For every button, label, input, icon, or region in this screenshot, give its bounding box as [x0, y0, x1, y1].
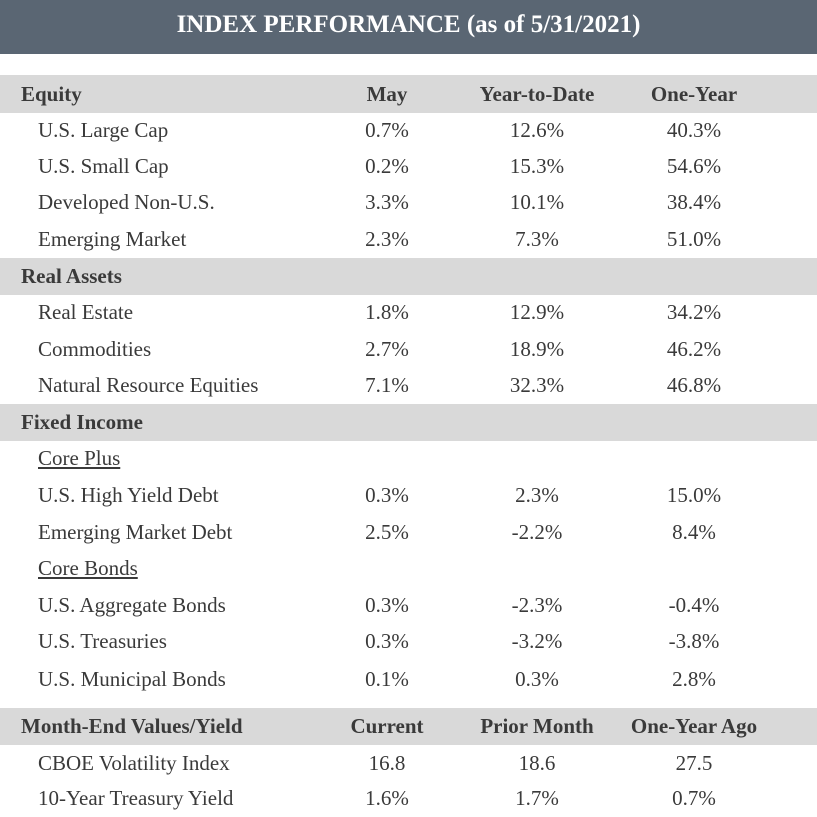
value-ytd: -2.3%: [511, 593, 563, 617]
value-may: 0.1%: [365, 667, 409, 691]
table-row: Emerging Market 2.3% 7.3% 51.0%: [0, 221, 817, 257]
value-one-year: 46.8%: [666, 373, 722, 397]
table-title: INDEX PERFORMANCE (as of 5/31/2021): [0, 0, 817, 54]
table-row: CBOE Volatility Index 16.8 18.6 27.5: [0, 745, 817, 781]
value-one-year: 40.3%: [666, 118, 722, 142]
value-ytd: 12.6%: [509, 118, 565, 142]
column-header-one-year-ago: One-Year Ago: [630, 714, 758, 738]
section-header-month-end: Month-End Values/Yield Current Prior Mon…: [0, 708, 817, 745]
table-row: U.S. Aggregate Bonds 0.3% -2.3% -0.4%: [0, 587, 817, 623]
value-current: 16.8: [368, 751, 406, 775]
table-row: Commodities 2.7% 18.9% 46.2%: [0, 331, 817, 367]
value-may: 3.3%: [365, 190, 409, 214]
value-one-year: -3.8%: [668, 629, 720, 653]
value-ytd: 32.3%: [509, 373, 565, 397]
value-ytd: 12.9%: [509, 300, 565, 324]
value-one-year: 51.0%: [666, 227, 722, 251]
table-row: Real Estate 1.8% 12.9% 34.2%: [0, 295, 817, 331]
value-current: 1.6%: [365, 786, 409, 810]
table-row: U.S. Large Cap 0.7% 12.6% 40.3%: [0, 113, 817, 149]
subsection-title: Core Plus: [38, 446, 121, 470]
value-one-year-ago: 27.5: [675, 751, 713, 775]
value-may: 2.3%: [365, 227, 409, 251]
value-one-year: -0.4%: [668, 593, 720, 617]
value-ytd: 0.3%: [515, 667, 559, 691]
value-one-year: 2.8%: [672, 667, 716, 691]
value-may: 0.3%: [365, 593, 409, 617]
section-title: Equity: [21, 82, 82, 106]
value-may: 2.7%: [365, 337, 409, 361]
value-may: 0.7%: [365, 118, 409, 142]
row-label: Real Estate: [38, 300, 134, 324]
value-one-year: 38.4%: [666, 190, 722, 214]
row-label: U.S. Small Cap: [38, 154, 169, 178]
subsection-header: Core Plus: [0, 441, 817, 477]
column-header-may: May: [366, 82, 408, 106]
value-may: 0.3%: [365, 629, 409, 653]
row-label: 10-Year Treasury Yield: [38, 786, 234, 810]
value-may: 0.3%: [365, 483, 409, 507]
subsection-title: Core Bonds: [38, 556, 138, 580]
value-may: 7.1%: [365, 373, 409, 397]
row-label: Emerging Market Debt: [38, 520, 233, 544]
column-header-ytd: Year-to-Date: [479, 82, 595, 106]
table-row: U.S. Treasuries 0.3% -3.2% -3.8%: [0, 623, 817, 659]
table-row: 10-Year Treasury Yield 1.6% 1.7% 0.7%: [0, 781, 817, 817]
row-label: U.S. High Yield Debt: [38, 483, 219, 507]
value-one-year: 15.0%: [666, 483, 722, 507]
value-ytd: 10.1%: [509, 190, 565, 214]
row-label: Developed Non-U.S.: [38, 190, 215, 214]
value-may: 2.5%: [365, 520, 409, 544]
row-label: U.S. Municipal Bonds: [38, 667, 226, 691]
value-ytd: 7.3%: [515, 227, 559, 251]
value-ytd: 18.9%: [509, 337, 565, 361]
row-label: Commodities: [38, 337, 152, 361]
value-prior-month: 1.7%: [515, 786, 559, 810]
value-one-year: 54.6%: [666, 154, 722, 178]
subsection-header: Core Bonds: [0, 551, 817, 587]
section-title: Fixed Income: [21, 410, 143, 434]
section-header-fixed-income: Fixed Income: [0, 404, 817, 441]
value-one-year-ago: 0.7%: [672, 786, 716, 810]
value-may: 0.2%: [365, 154, 409, 178]
section-header-real-assets: Real Assets: [0, 258, 817, 295]
column-header-one-year: One-Year: [650, 82, 738, 106]
section-header-equity: Equity May Year-to-Date One-Year: [0, 75, 817, 113]
value-may: 1.8%: [365, 300, 409, 324]
row-label: U.S. Treasuries: [38, 629, 167, 653]
row-label: Natural Resource Equities: [38, 373, 259, 397]
value-ytd: 15.3%: [509, 154, 565, 178]
value-prior-month: 18.6: [518, 751, 556, 775]
section-title: Month-End Values/Yield: [21, 714, 243, 738]
table-row: U.S. High Yield Debt 0.3% 2.3% 15.0%: [0, 477, 817, 513]
row-label: U.S. Large Cap: [38, 118, 169, 142]
value-ytd: 2.3%: [515, 483, 559, 507]
value-ytd: -2.2%: [511, 520, 563, 544]
table-row: Natural Resource Equities 7.1% 32.3% 46.…: [0, 367, 817, 403]
value-one-year: 46.2%: [666, 337, 722, 361]
table-row: Developed Non-U.S. 3.3% 10.1% 38.4%: [0, 185, 817, 221]
value-one-year: 34.2%: [666, 300, 722, 324]
row-label: CBOE Volatility Index: [38, 751, 230, 775]
section-title: Real Assets: [21, 264, 122, 288]
table-row: U.S. Small Cap 0.2% 15.3% 54.6%: [0, 149, 817, 185]
row-label: Emerging Market: [38, 227, 187, 251]
value-one-year: 8.4%: [672, 520, 716, 544]
value-ytd: -3.2%: [511, 629, 563, 653]
table-row: U.S. Municipal Bonds 0.1% 0.3% 2.8%: [0, 660, 817, 696]
row-label: U.S. Aggregate Bonds: [38, 593, 226, 617]
column-header-prior-month: Prior Month: [480, 714, 594, 738]
column-header-current: Current: [350, 714, 424, 738]
table-row: Emerging Market Debt 2.5% -2.2% 8.4%: [0, 514, 817, 550]
